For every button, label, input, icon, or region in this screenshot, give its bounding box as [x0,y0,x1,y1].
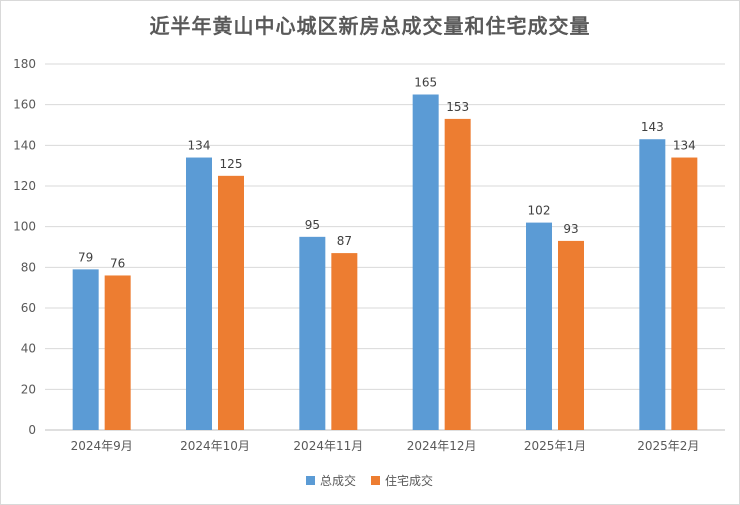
legend-label: 总成交 [320,473,356,488]
data-label: 165 [414,76,437,90]
data-label: 153 [446,100,469,114]
x-tick-label: 2024年9月 [71,439,133,453]
bar-residential [331,253,358,430]
data-labels: 79 76 134 125 95 87 165 153 102 93 143 134 [78,76,696,271]
data-label: 95 [305,218,320,232]
data-label: 143 [641,120,664,134]
x-tick-label: 2024年11月 [293,439,363,453]
bar-total [186,157,212,431]
bar-total [299,236,326,430]
y-tick-label: 160 [13,98,36,112]
data-label: 87 [337,234,352,248]
data-label: 79 [78,250,93,264]
data-label: 93 [563,222,578,236]
legend-swatch-total [306,476,315,485]
bar-total [412,94,439,430]
bar-residential [218,175,244,430]
data-label: 134 [673,139,696,153]
data-label: 125 [220,157,243,171]
y-tick-label: 0 [28,423,36,437]
y-axis: 0 20 40 60 80 100 120 140 160 180 [13,57,36,437]
y-tick-label: 100 [13,220,36,234]
legend: 总成交 住宅成交 [306,473,433,488]
gridlines [45,63,725,431]
x-tick-label: 2024年10月 [180,439,250,453]
bar-residential [671,157,698,431]
x-axis: 2024年9月 2024年10月 2024年11月 2024年12月 2025年1月 20… [71,439,700,453]
x-tick-label: 2024年12月 [407,439,477,453]
data-label: 102 [528,204,551,218]
y-tick-label: 180 [13,57,36,71]
legend-label: 住宅成交 [385,473,433,488]
y-tick-label: 80 [21,260,36,274]
bar-residential [104,275,131,430]
y-tick-label: 140 [13,138,36,152]
bar-total [526,222,552,430]
x-tick-label: 2025年2月 [637,439,699,453]
y-tick-label: 120 [13,179,36,193]
bar-total [72,269,99,430]
legend-swatch-residential [371,476,380,485]
y-tick-label: 20 [21,382,36,396]
bar-residential [558,240,584,430]
data-label: 76 [110,256,125,270]
bars [72,94,698,431]
bar-residential [444,118,471,431]
x-tick-label: 2025年1月 [524,439,586,453]
chart-title: 近半年黄山中心城区新房总成交量和住宅成交量 [149,14,591,38]
data-label: 134 [188,139,211,153]
y-tick-label: 60 [21,301,36,315]
y-tick-label: 40 [21,342,36,356]
bar-total [639,139,666,430]
